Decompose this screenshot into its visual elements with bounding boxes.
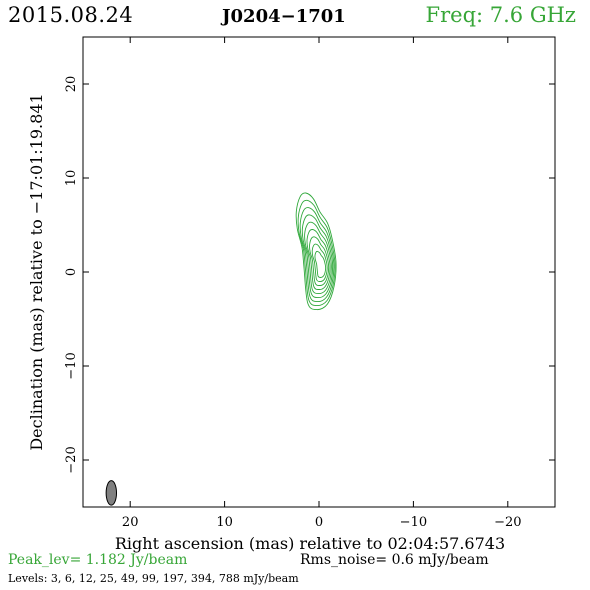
y-tick-label: −20 — [64, 446, 79, 473]
peak-level: Peak_lev= 1.182 Jy/beam — [8, 552, 188, 568]
x-tick-label: −20 — [494, 515, 521, 530]
contour-group — [295, 192, 337, 311]
x-tick-label: 10 — [216, 515, 233, 530]
contour-level — [311, 243, 328, 282]
y-tick-label: 0 — [64, 268, 79, 276]
plot-frame — [82, 36, 556, 508]
contour-level — [309, 236, 330, 286]
contour-levels: Levels: 3, 6, 12, 25, 49, 99, 197, 394, … — [8, 572, 299, 585]
contour-level — [306, 229, 331, 290]
contour-level — [295, 192, 337, 311]
x-tick-label: −10 — [400, 515, 427, 530]
contour-level — [297, 199, 336, 307]
axis-ticks: 20 10 0 −10 −20 20 10 0 −10 −20 — [64, 37, 555, 530]
y-tick-label: −10 — [64, 352, 79, 379]
beam-ellipse — [105, 480, 118, 506]
source-name: J0204−1701 — [222, 6, 346, 27]
epoch-date: 2015.08.24 — [8, 3, 134, 27]
frequency-label: Freq: 7.6 GHz — [425, 3, 576, 27]
contour-level — [304, 221, 332, 295]
contour-level — [301, 214, 334, 299]
y-axis-label: Declination (mas) relative to −17:01:19.… — [27, 93, 46, 450]
rms-noise: Rms_noise= 0.6 mJy/beam — [300, 552, 489, 568]
contour-level — [299, 207, 335, 303]
x-axis-label: Right ascension (mas) relative to 02:04:… — [115, 534, 505, 553]
y-tick-label: 10 — [64, 170, 79, 187]
x-tick-label: 20 — [122, 515, 139, 530]
y-tick-label: 20 — [64, 76, 79, 93]
x-tick-label: 0 — [315, 515, 323, 530]
contour-level — [314, 250, 327, 278]
